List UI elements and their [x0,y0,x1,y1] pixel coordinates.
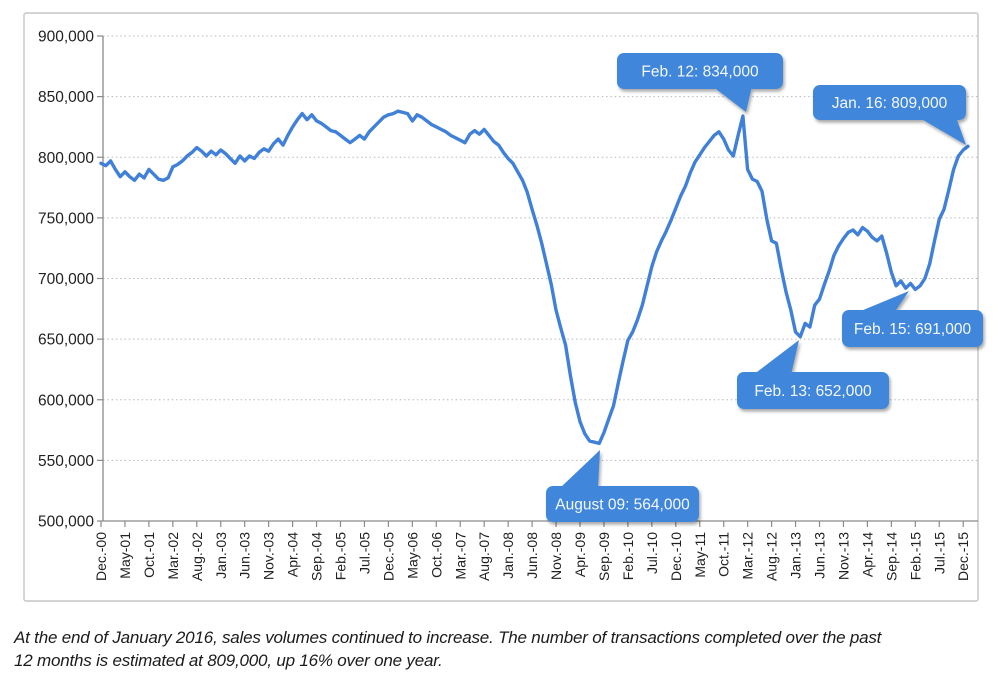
callout-tail [918,117,966,145]
callout-label: August 09: 564,000 [555,497,690,514]
callout-label: Feb. 15: 691,000 [854,321,972,338]
x-axis-label: Sep.-04 [309,532,325,581]
figure-caption: At the end of January 2016, sales volume… [14,626,989,673]
x-axis-label: Aug.-12 [764,532,780,581]
callout-feb12: Feb. 12: 834,000 [617,53,783,112]
sales-volume-line-chart: 500,000 550,000 600,000 650,000 700,000 750,0… [23,12,983,602]
x-axis-label: May-06 [404,532,420,579]
callout-label: Feb. 12: 834,000 [641,64,759,81]
callout-box [813,85,966,120]
y-axis-label: 600,000 [38,392,94,409]
callout-box [737,372,889,409]
x-axis-label: Jun.-03 [237,532,253,579]
x-axis-label: Jan.-08 [500,532,516,579]
callout-tail [753,340,799,375]
callout-tail [712,86,752,112]
y-axis-label: 850,000 [38,89,94,106]
x-axis-label: Sep.-14 [883,532,899,581]
x-axis-label: Nov.-03 [261,532,277,580]
x-axis-label: Mar.-07 [452,532,468,580]
callout-feb13: Feb. 13: 652,000 [737,340,889,409]
x-axis-label: Feb.-05 [333,532,349,580]
y-axis-label: 700,000 [38,271,94,288]
callout-tail [856,291,909,313]
x-axis-label: Oct.-01 [141,532,157,578]
x-axis-label: Jul.-15 [931,532,947,574]
caption-line-1: At the end of January 2016, sales volume… [14,628,882,647]
callout-box [546,486,699,522]
callout-tail [560,450,600,488]
x-axis-label: Feb.-15 [907,532,923,580]
x-axis-label: Apr.-04 [285,532,301,577]
y-axis-label: 500,000 [38,514,94,531]
sales-line-series [99,109,970,446]
x-axis-label: Nov.-13 [835,532,851,580]
x-axis-label: Jan.-03 [213,532,229,579]
caption-line-2: 12 months is estimated at 809,000, up 16… [14,651,443,671]
x-axis-label: Dec.-00 [93,532,109,581]
callout-label: Feb. 13: 652,000 [754,383,872,400]
x-axis-label: Mar.-02 [165,532,181,580]
x-axis-label: Nov.-08 [548,532,564,580]
x-axis-label: May-01 [117,532,133,579]
x-axis-label: Dec.-15 [955,532,971,581]
callout-aug09: August 09: 564,000 [546,450,699,522]
y-axis-label: 550,000 [38,453,94,470]
x-axis-label: Sep.-09 [596,532,612,581]
callout-jan16: Jan. 16: 809,000 [813,85,966,145]
y-axis-label: 800,000 [38,150,94,167]
callout-box [842,310,983,347]
x-axis-label: Apr.-14 [859,532,875,577]
y-axis-label: 750,000 [38,210,94,227]
x-axis-label: Dec.-05 [380,532,396,581]
x-axis-label: May-11 [692,532,708,578]
x-axis-label: Aug.-07 [476,532,492,581]
x-axis-label: Jun.-13 [812,532,828,579]
x-axis-label: Dec.-10 [668,532,684,581]
y-axis-label: 900,000 [38,29,94,46]
x-axis-label: Feb.-10 [620,532,636,580]
callout-feb15: Feb. 15: 691,000 [842,291,983,347]
x-axis-label: Oct.-06 [428,532,444,578]
callout-box [617,53,783,89]
x-axis-label: Aug.-02 [189,532,205,581]
x-axis-label: Apr.-09 [572,532,588,577]
x-axis-label: Jul.-05 [356,532,372,574]
x-axis-label: Mar.-12 [740,532,756,580]
x-axis-label: Jul.-10 [644,532,660,574]
y-axis-label: 650,000 [38,332,94,349]
x-axis-label: Jan.-13 [788,532,804,579]
x-axis-label: Jun.-08 [524,532,540,579]
chart-border [23,12,979,602]
x-axis-label: Oct.-11 [716,532,732,577]
callout-label: Jan. 16: 809,000 [832,95,948,112]
